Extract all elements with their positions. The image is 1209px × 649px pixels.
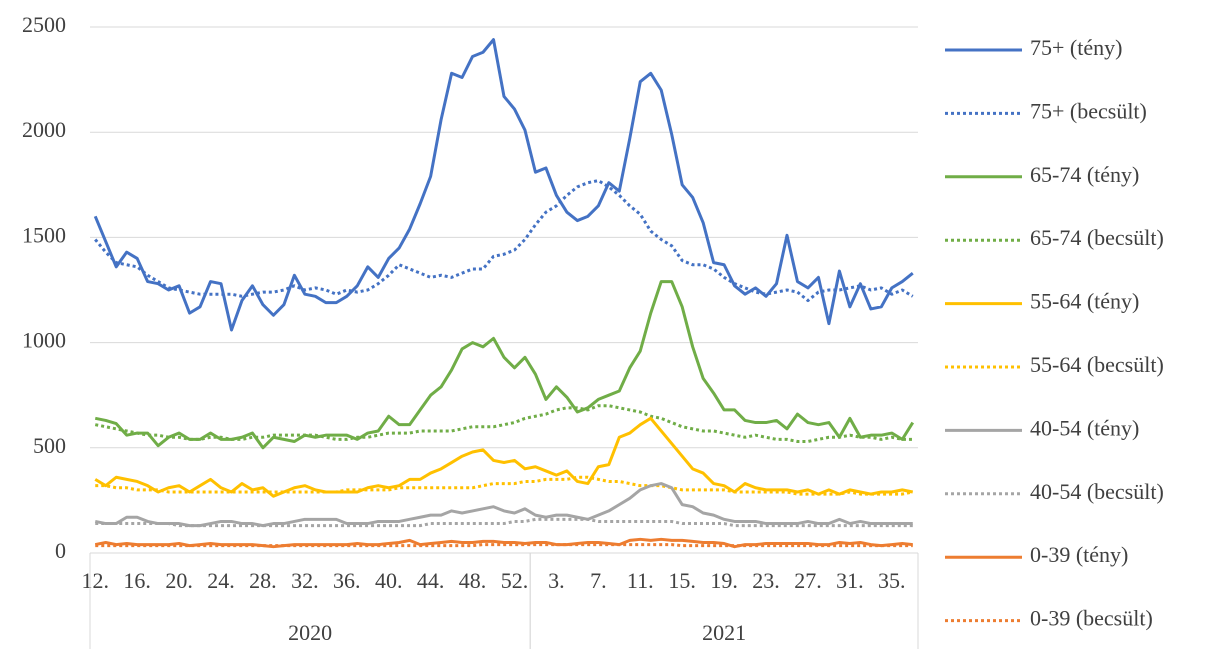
y-tick-label: 2000 (22, 117, 66, 142)
x-tick-label: 24. (207, 568, 235, 593)
x-tick-label: 31. (836, 568, 864, 593)
y-tick-label: 2500 (22, 12, 66, 37)
x-tick-label: 44. (417, 568, 445, 593)
x-tick-label: 15. (668, 568, 696, 593)
x-tick-label: 27. (794, 568, 822, 593)
x-tick-label: 36. (333, 568, 361, 593)
series-line (94, 482, 913, 528)
legend-label: 75+ (tény) (1030, 35, 1122, 60)
x-tick-label: 7. (590, 568, 607, 593)
series-line (94, 404, 913, 443)
series-line (93, 38, 914, 332)
legend-label: 40-54 (becsült) (1030, 479, 1164, 504)
legend-label: 65-74 (tény) (1030, 162, 1139, 187)
x-tick-label: 12. (81, 568, 109, 593)
legend-label: 0-39 (becsült) (1030, 606, 1153, 631)
legend-label: 55-64 (tény) (1030, 289, 1139, 314)
series-line (94, 416, 914, 498)
series-line (94, 179, 914, 303)
y-tick-label: 1500 (22, 222, 66, 247)
y-tick-label: 0 (55, 538, 66, 563)
y-tick-label: 1000 (22, 328, 66, 353)
x-tick-label: 35. (878, 568, 906, 593)
x-tick-label: 3. (548, 568, 565, 593)
x-tick-label: 16. (123, 568, 151, 593)
series-line (95, 517, 913, 528)
series-line (94, 280, 915, 450)
legend-label: 65-74 (becsült) (1030, 225, 1164, 250)
x-tick-label: 52. (501, 568, 529, 593)
series-line (95, 543, 913, 548)
x-group-label: 2020 (288, 620, 332, 645)
legend-label: 0-39 (tény) (1030, 542, 1128, 567)
series-line (95, 475, 914, 496)
legend-label: 55-64 (becsült) (1030, 352, 1164, 377)
x-tick-label: 48. (459, 568, 487, 593)
x-tick-label: 23. (752, 568, 780, 593)
x-tick-label: 19. (710, 568, 738, 593)
x-tick-label: 32. (291, 568, 319, 593)
x-group-label: 2021 (702, 620, 746, 645)
series-line (94, 537, 913, 549)
y-tick-label: 500 (33, 433, 66, 458)
x-tick-label: 11. (627, 568, 654, 593)
legend-label: 75+ (becsült) (1030, 98, 1147, 123)
x-tick-label: 28. (249, 568, 277, 593)
x-tick-label: 20. (165, 568, 193, 593)
legend-label: 40-54 (tény) (1030, 415, 1139, 440)
x-tick-label: 40. (375, 568, 403, 593)
